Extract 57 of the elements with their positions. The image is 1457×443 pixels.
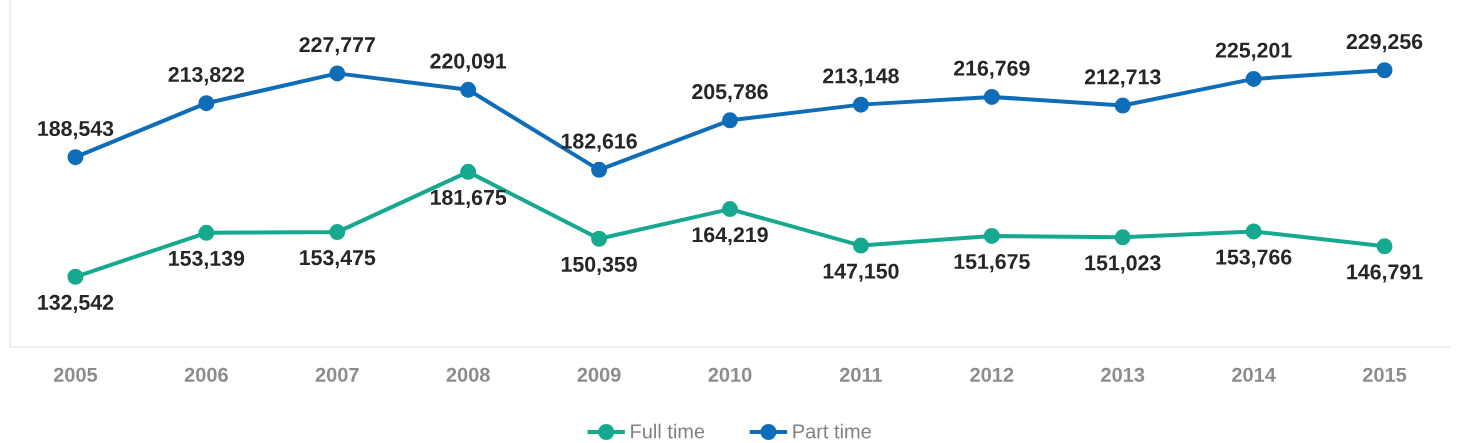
point	[198, 224, 215, 241]
point	[1114, 97, 1131, 114]
data-label: 213,148	[823, 68, 899, 87]
point	[329, 224, 346, 241]
point	[198, 95, 215, 112]
data-label: 188,543	[38, 120, 114, 140]
data-label: 181,675	[430, 189, 507, 209]
data-label: 146,791	[1347, 264, 1423, 283]
x-tick-label: 2009	[577, 367, 621, 382]
x-tick-label: 2007	[315, 367, 359, 382]
data-label: 132,542	[38, 294, 114, 314]
x-tick-label: 2006	[184, 367, 228, 382]
data-label: 151,023	[1085, 255, 1161, 274]
point	[67, 149, 84, 166]
point	[460, 163, 477, 180]
point	[852, 96, 869, 113]
x-tick-label: 2005	[53, 367, 98, 382]
data-label: 229,256	[1346, 33, 1423, 53]
x-tick-label: 2011	[839, 367, 883, 382]
data-label: 153,139	[169, 250, 245, 270]
point	[983, 88, 1000, 105]
point	[722, 112, 738, 129]
x-tick-label: 2015	[1362, 367, 1407, 382]
point	[1245, 223, 1262, 240]
data-label: 220,091	[430, 53, 507, 72]
point	[1376, 238, 1393, 255]
data-label: 153,475	[300, 250, 376, 269]
x-tick-label: 2010	[708, 367, 752, 382]
data-label: 182,616	[561, 133, 637, 152]
data-label: 212,713	[1084, 69, 1161, 88]
data-label: 164,219	[692, 227, 768, 246]
point	[1114, 229, 1131, 246]
data-label: 150,359	[561, 256, 637, 275]
x-tick-label: 2008	[446, 367, 490, 382]
data-label: 227,777	[299, 37, 375, 56]
point	[591, 230, 608, 247]
point	[329, 65, 346, 82]
data-label: 147,150	[823, 263, 899, 282]
legend-label: Full time	[631, 423, 705, 439]
legend-label: Part time	[793, 423, 871, 439]
data-label: 213,822	[168, 66, 245, 86]
data-label: 205,786	[692, 84, 768, 103]
x-tick-label: 2012	[970, 367, 1014, 382]
point	[1376, 62, 1393, 79]
point	[460, 81, 477, 98]
data-label: 225,201	[1215, 42, 1292, 61]
x-tick-label: 2014	[1232, 367, 1276, 382]
x-tick-label: 2013	[1101, 367, 1145, 382]
point	[852, 237, 869, 254]
data-label: 216,769	[954, 60, 1030, 79]
point	[722, 201, 738, 218]
point	[1245, 70, 1262, 87]
data-label: 151,675	[954, 253, 1030, 273]
point	[591, 161, 608, 178]
point	[67, 268, 84, 285]
data-label: 153,766	[1216, 249, 1292, 268]
point	[983, 227, 1000, 244]
